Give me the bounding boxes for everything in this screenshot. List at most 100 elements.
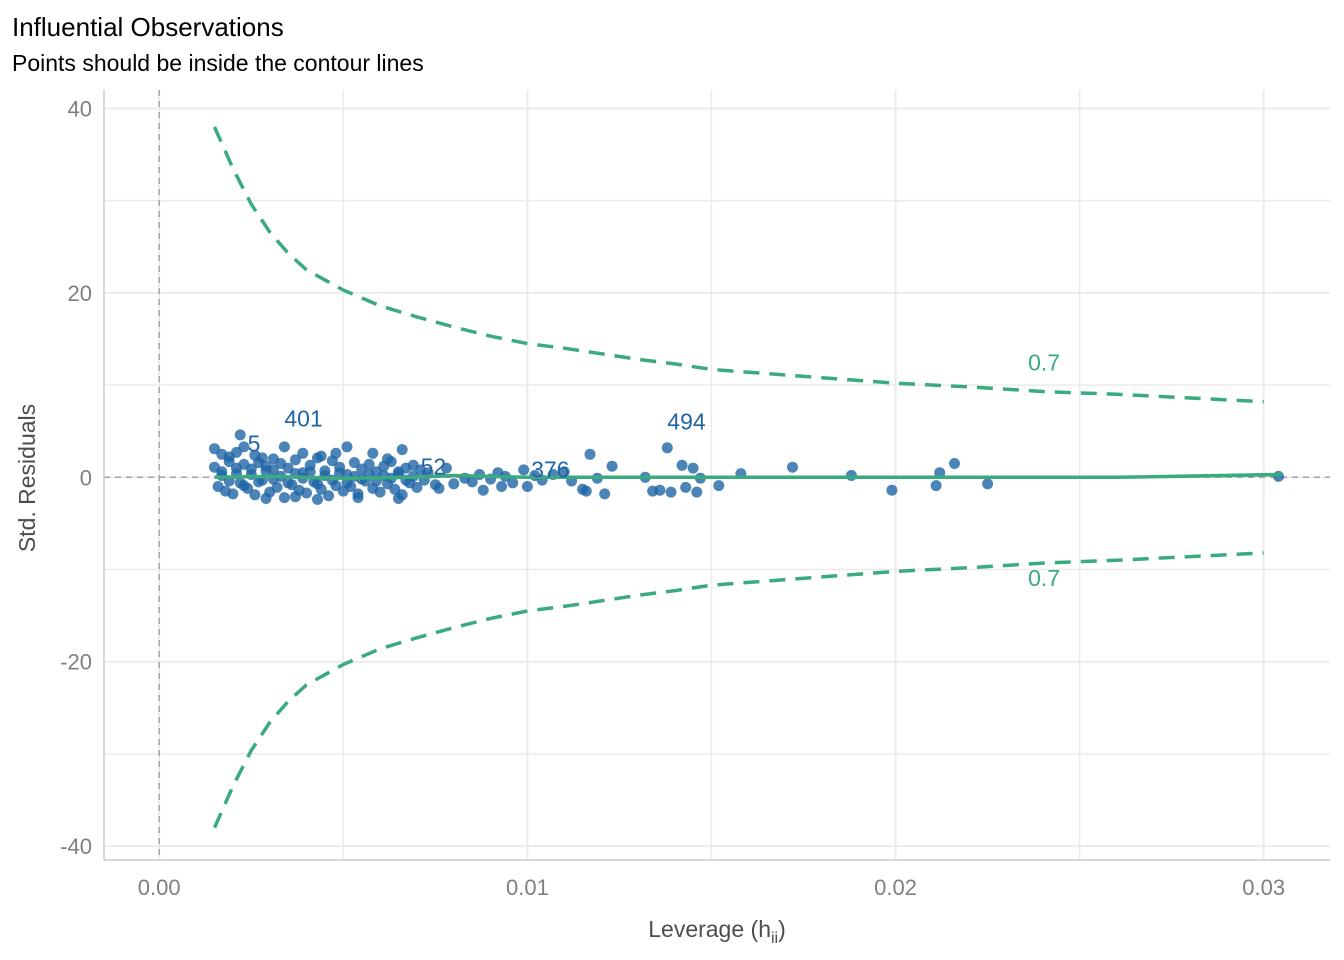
data-point: [260, 465, 272, 477]
data-point: [253, 476, 265, 488]
data-point: [271, 481, 283, 493]
data-point: [661, 442, 673, 454]
data-point: [680, 481, 692, 493]
chart-subtitle: Points should be inside the contour line…: [12, 50, 424, 76]
data-point: [580, 485, 592, 497]
data-point: [396, 444, 408, 456]
contour-label: 0.7: [1028, 349, 1060, 375]
data-point: [433, 482, 445, 494]
y-axis-title: Std. Residuals: [14, 404, 40, 552]
point-label: 401: [284, 406, 322, 432]
data-point: [341, 441, 353, 453]
data-point: [845, 470, 857, 481]
x-axis-title: Leverage (hii): [648, 916, 786, 947]
data-point: [312, 493, 323, 505]
data-point: [558, 466, 570, 478]
grid-lines: [104, 90, 1330, 860]
data-point: [238, 480, 250, 492]
y-tick-label: 40: [68, 96, 92, 121]
data-point: [374, 486, 386, 498]
data-point: [289, 454, 301, 466]
data-point: [301, 487, 312, 499]
tick-labels: 0.00 0.01 0.02 0.03 -40 -20 0 20 40: [60, 96, 1285, 900]
data-point: [223, 456, 235, 468]
data-point: [348, 457, 360, 469]
data-point: [330, 447, 342, 459]
data-point: [393, 493, 404, 504]
x-tick-label: 0.00: [138, 875, 181, 900]
y-tick-label: 20: [68, 281, 92, 306]
data-point: [323, 490, 335, 502]
data-point: [312, 478, 323, 490]
data-point: [584, 448, 596, 460]
data-point: [448, 478, 460, 490]
x-axis-title-subscript: ii: [771, 930, 778, 947]
data-point: [665, 486, 677, 498]
data-point: [518, 464, 530, 476]
data-point: [886, 484, 898, 496]
x-axis-title-close: ): [778, 916, 786, 942]
data-point: [278, 492, 290, 504]
data-point: [278, 441, 290, 453]
x-tick-label: 0.01: [506, 875, 549, 900]
data-point: [654, 484, 666, 496]
upper-contour-line: [212, 126, 1264, 404]
data-point: [507, 477, 519, 489]
x-axis-title-main: Leverage (h: [648, 916, 771, 942]
data-point: [687, 462, 699, 474]
x-tick-label: 0.02: [874, 875, 917, 900]
data-point: [260, 493, 272, 504]
data-point: [982, 478, 994, 490]
data-point: [363, 458, 375, 470]
data-point: [691, 486, 703, 498]
data-point: [315, 450, 327, 462]
y-tick-label: -40: [60, 834, 92, 859]
smooth-line: [214, 472, 1283, 480]
point-labels: 401 5 494 52 376 0.7 0.7: [248, 349, 1060, 591]
data-point: [393, 466, 404, 478]
data-point: [382, 453, 393, 465]
data-point: [334, 467, 346, 479]
data-point: [304, 466, 316, 478]
data-point: [466, 476, 478, 488]
lower-contour-line: [212, 551, 1264, 829]
data-point: [606, 460, 618, 472]
reference-lines: [104, 90, 1330, 860]
data-point: [934, 467, 946, 479]
data-point: [496, 481, 508, 492]
contour-lines: [212, 126, 1264, 829]
data-point: [787, 461, 798, 473]
data-point: [282, 477, 294, 489]
data-point: [367, 447, 379, 459]
data-point: [352, 492, 364, 504]
data-point: [521, 481, 533, 492]
point-label: 494: [667, 408, 706, 434]
data-point: [1273, 470, 1284, 482]
data-point: [227, 488, 239, 500]
data-point: [341, 477, 353, 489]
point-label: 5: [248, 431, 261, 457]
data-point: [713, 480, 725, 492]
data-point: [949, 458, 960, 469]
data-point: [289, 491, 301, 503]
data-point: [297, 447, 309, 459]
data-point: [249, 489, 261, 501]
point-label: 52: [421, 454, 447, 480]
axes: [103, 90, 1330, 861]
point-label: 376: [531, 456, 569, 482]
data-point: [231, 462, 242, 474]
data-point: [234, 429, 246, 441]
data-point: [599, 488, 611, 500]
data-point: [238, 441, 250, 453]
x-tick-label: 0.03: [1242, 875, 1285, 900]
data-point: [440, 462, 452, 474]
data-point: [477, 484, 489, 496]
data-point: [930, 480, 942, 492]
data-point: [411, 481, 423, 493]
y-tick-label: 0: [80, 465, 92, 490]
smooth-trend-line: [214, 472, 1283, 480]
data-points: [209, 429, 1284, 505]
y-tick-label: -20: [60, 650, 92, 675]
chart-title: Influential Observations: [12, 12, 284, 42]
